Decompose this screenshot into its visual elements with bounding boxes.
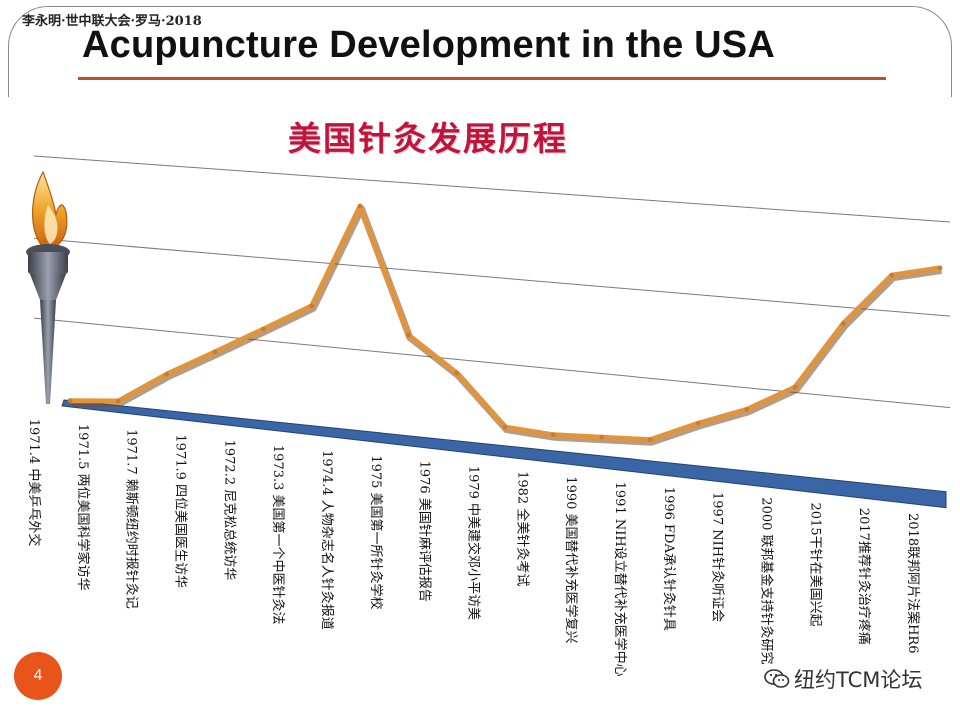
data-point-8 <box>405 332 411 338</box>
data-point-2 <box>115 398 121 404</box>
category-label-18: 2017推荐针灸治疗疼痛 <box>856 508 872 645</box>
header-note: 李永明·世中联大会·罗马·2018 <box>22 14 202 29</box>
data-point-11 <box>550 432 556 438</box>
category-label-4: 1971.9 四位美国医生访华 <box>173 434 188 588</box>
data-point-10 <box>502 424 508 430</box>
series-line <box>69 203 941 443</box>
data-point-12 <box>599 434 605 440</box>
data-point-16 <box>792 384 798 390</box>
category-label-7: 1974.4 人物杂志名人针灸报道 <box>319 450 335 630</box>
category-label-8: 1975 美国第一所针灸学校 <box>368 455 384 609</box>
page-number-badge: 4 <box>14 652 62 700</box>
category-label-17: 2015干针在美国兴起 <box>807 503 822 627</box>
data-point-4 <box>212 349 218 355</box>
category-label-16: 2000 联邦基金支持针灸研究 <box>759 497 775 664</box>
grid-line-3 <box>33 155 951 223</box>
chart-title: 美国针灸发展历程 <box>288 119 568 158</box>
line-shadow <box>71 205 943 446</box>
data-point-1 <box>67 398 73 404</box>
category-label-9: 1976 美国针麻评估报告 <box>417 461 432 602</box>
data-point-5 <box>260 326 266 332</box>
data-point-19 <box>937 265 943 271</box>
category-label-10: 1979 中美建交邓小平访美 <box>466 466 482 620</box>
data-point-9 <box>454 370 460 376</box>
slide-frame <box>8 6 952 97</box>
category-label-12: 1990 美国替代补充医学复兴 <box>563 476 579 643</box>
category-label-5: 1972.2 尼克松总统访华 <box>221 440 236 581</box>
data-point-13 <box>647 437 653 443</box>
base-plane <box>61 399 947 509</box>
category-label-14: 1996 FDA承认针灸针具 <box>661 487 676 631</box>
data-point-15 <box>744 407 750 412</box>
data-point-3 <box>164 371 170 377</box>
category-label-19: 2018联邦阿片法案HR6 <box>905 513 920 653</box>
data-point-14 <box>695 420 701 426</box>
watermark: 纽约TCM论坛 <box>760 664 927 694</box>
category-label-13: 1991 NIH设立替代补充医学中心 <box>612 482 628 677</box>
category-label-11: 1982 全美针灸考试 <box>514 471 530 586</box>
data-point-6 <box>309 303 315 309</box>
wechat-icon <box>764 669 790 688</box>
watermark-text: 纽约TCM论坛 <box>794 668 923 692</box>
category-label-15: 1997 NIH针灸听证会 <box>710 492 725 622</box>
category-label-1: 1971.4 中美乒乓外交 <box>26 419 42 547</box>
category-label-6: 1973.3 美国第一个中医针灸法 <box>270 445 285 625</box>
torch-icon <box>26 170 70 404</box>
grid-line-2 <box>33 237 951 317</box>
data-point-18 <box>889 272 895 278</box>
data-point-7 <box>357 203 363 209</box>
slide-title: Acupuncture Development in the USA <box>82 24 775 66</box>
category-label-3: 1971.7 赖斯顿纽约时报针灸记 <box>124 429 139 609</box>
title-rule <box>78 77 886 80</box>
data-point-17 <box>840 321 846 326</box>
category-label-2: 1971.5 两位美国科学家访华 <box>75 424 91 591</box>
